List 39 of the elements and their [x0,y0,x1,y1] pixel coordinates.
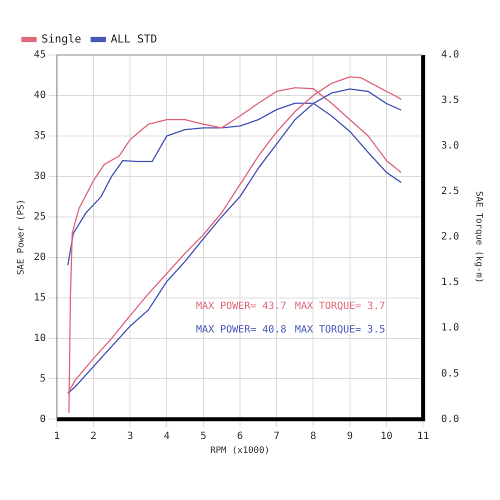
y-tick-label: 40 [34,90,46,102]
legend-label: ALL STD [110,32,158,46]
y2-tick-label: 0.0 [441,414,460,425]
y2-tick-label: 0.5 [441,368,460,380]
x-tick-label: 11 [417,430,430,442]
y-axis-title: SAE Power (PS) [16,199,27,276]
y2-tick-label: 1.0 [441,322,460,334]
x-tick-label: 4 [164,430,170,442]
y2-tick-label: 3.5 [441,95,460,106]
x-tick-label: 7 [274,430,280,442]
x-tick-label: 2 [90,430,96,442]
annotation: MAX TORQUE= 3.5 [294,324,386,336]
annotation: MAX POWER= 40.8 [196,324,286,336]
y-tick-label: 5 [40,373,46,384]
annotation: MAX POWER= 43.7 [196,300,286,312]
annotation: MAX TORQUE= 3.7 [294,300,386,312]
y2-tick-label: 2.5 [441,186,460,198]
x-tick-label: 10 [380,430,393,442]
x-tick-label: 9 [346,430,353,442]
y2-tick-label: 2.0 [441,232,460,243]
y-tick-label: 25 [34,211,46,222]
x-tick-label: 8 [310,430,316,442]
y2-tick-label: 1.5 [441,277,460,288]
y2-axis-title: SAE Torque (kg-m) [473,191,484,284]
y-tick-label: 15 [34,292,46,304]
y-tick-label: 45 [34,50,46,61]
y2-tick-label: 4.0 [441,50,460,61]
y2-tick-label: 3.0 [441,140,460,152]
x-tick-label: 6 [236,430,244,442]
y-tick-label: 35 [34,130,46,142]
x-axis-title: RPM (x1000) [210,446,270,456]
x-tick-label: 3 [127,430,134,442]
y-tick-label: 0 [40,414,46,425]
x-tick-label: 5 [200,430,206,442]
y-tick-label: 10 [34,332,46,344]
legend-label: Single [42,32,82,46]
x-tick-label: 1 [54,430,60,442]
y-tick-label: 20 [34,252,46,263]
y-tick-label: 30 [34,170,46,182]
